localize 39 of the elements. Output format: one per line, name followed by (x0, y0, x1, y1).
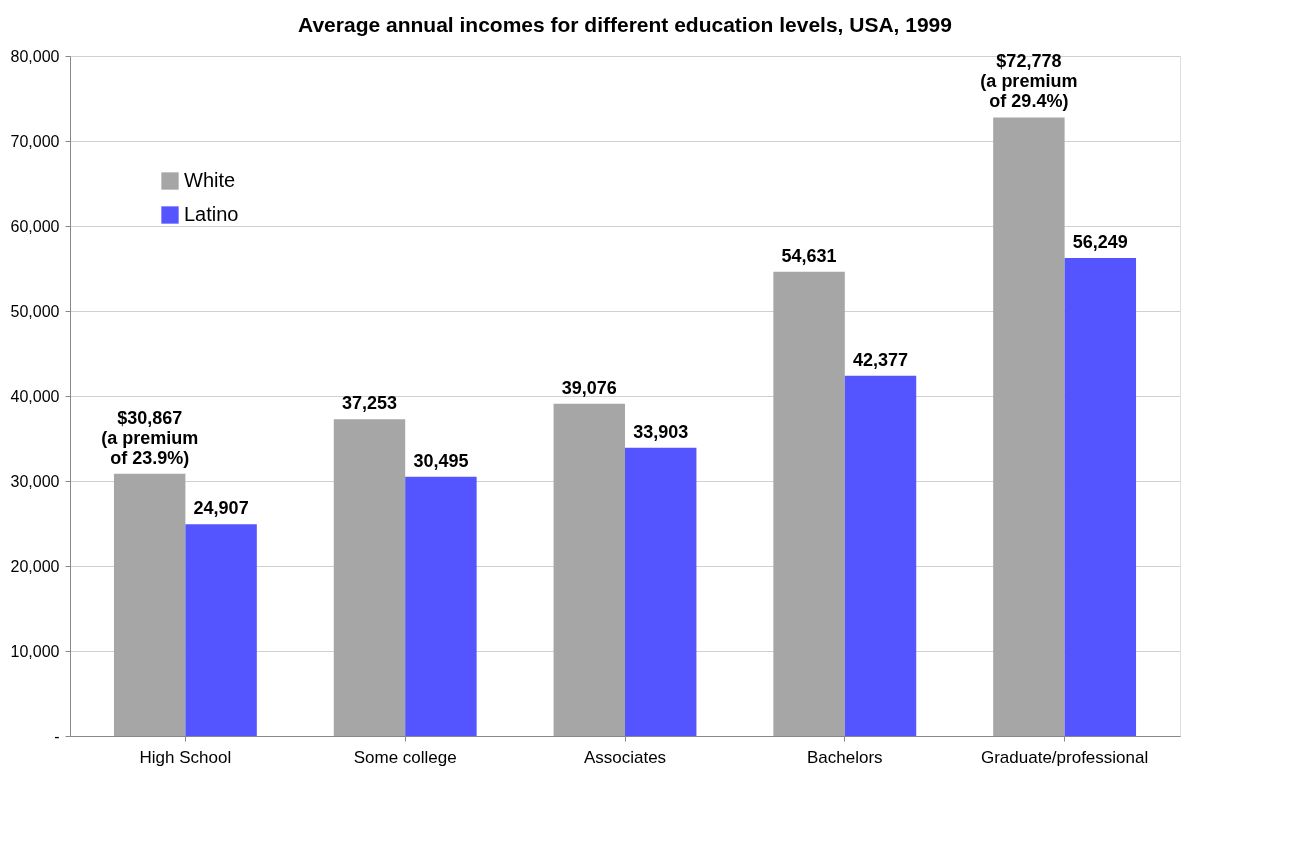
data-label: $72,778 (996, 51, 1062, 72)
bar (625, 447, 697, 736)
y-tick-label: 30,000 (10, 472, 60, 490)
x-tick-label: Some college (353, 747, 457, 767)
data-label: 33,903 (633, 421, 689, 442)
legend-label: White (184, 169, 236, 191)
annotation: (a premium of 23.9%) (101, 427, 199, 468)
bar (405, 476, 477, 736)
y-tick-label: 10,000 (10, 642, 60, 660)
annotation: (a premium of 29.4%) (980, 71, 1078, 112)
data-label: 37,253 (341, 393, 398, 414)
x-tick-label: Associates (583, 747, 667, 767)
chart-title: Average annual incomes for different education levels, USA, 1999 (298, 13, 952, 36)
bar (333, 419, 406, 736)
x-tick-label: Bachelors (807, 747, 883, 767)
data-label: 42,377 (852, 349, 909, 370)
bar (553, 403, 625, 736)
data-label: 39,076 (561, 377, 617, 398)
x-tick-label: Graduate/professional (980, 747, 1149, 767)
data-label: 56,249 (1072, 231, 1128, 252)
y-tick-label: - (54, 727, 60, 745)
legend-label: Latino (184, 203, 239, 225)
data-label: 54,631 (781, 245, 837, 266)
x-tick-label: High School (139, 747, 232, 767)
bar (113, 473, 186, 736)
bar (185, 524, 257, 736)
bar (844, 375, 917, 736)
bar (993, 117, 1065, 736)
bar (1064, 257, 1137, 736)
bar (773, 271, 845, 736)
data-label: $30,867 (117, 407, 183, 428)
y-tick-label: 70,000 (10, 132, 60, 150)
data-label: 30,495 (413, 450, 469, 471)
y-tick-label: 40,000 (10, 387, 60, 405)
data-label: 24,907 (193, 498, 249, 519)
y-tick-label: 50,000 (10, 302, 60, 320)
y-tick-label: 60,000 (10, 217, 60, 235)
y-tick-label: 20,000 (10, 557, 60, 575)
y-tick-label: 80,000 (10, 47, 60, 65)
